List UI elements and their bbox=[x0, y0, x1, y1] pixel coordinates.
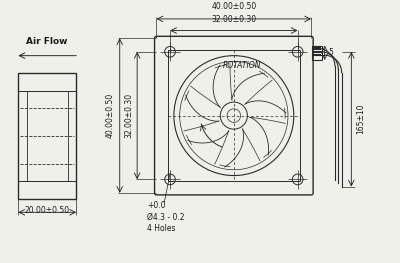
Text: Air Flow: Air Flow bbox=[26, 37, 68, 46]
Text: 5: 5 bbox=[329, 48, 334, 57]
Bar bbox=[18, 73, 76, 199]
Text: 40.00±0.50: 40.00±0.50 bbox=[211, 2, 256, 11]
Text: ROTATION: ROTATION bbox=[222, 61, 261, 70]
Bar bbox=[313, 47, 321, 49]
Text: 40.00±0.50: 40.00±0.50 bbox=[106, 93, 114, 138]
Bar bbox=[312, 45, 322, 60]
Bar bbox=[168, 50, 300, 181]
Text: 165±10: 165±10 bbox=[356, 104, 366, 134]
Text: 32.00±0.30: 32.00±0.30 bbox=[124, 93, 133, 138]
Text: 20.00±0.50: 20.00±0.50 bbox=[25, 206, 70, 215]
Text: 32.00±0.30: 32.00±0.30 bbox=[211, 15, 256, 24]
Text: +0.0
Ø4.3 - 0.2
4 Holes: +0.0 Ø4.3 - 0.2 4 Holes bbox=[147, 201, 184, 233]
Bar bbox=[313, 54, 321, 56]
Bar bbox=[313, 50, 321, 53]
